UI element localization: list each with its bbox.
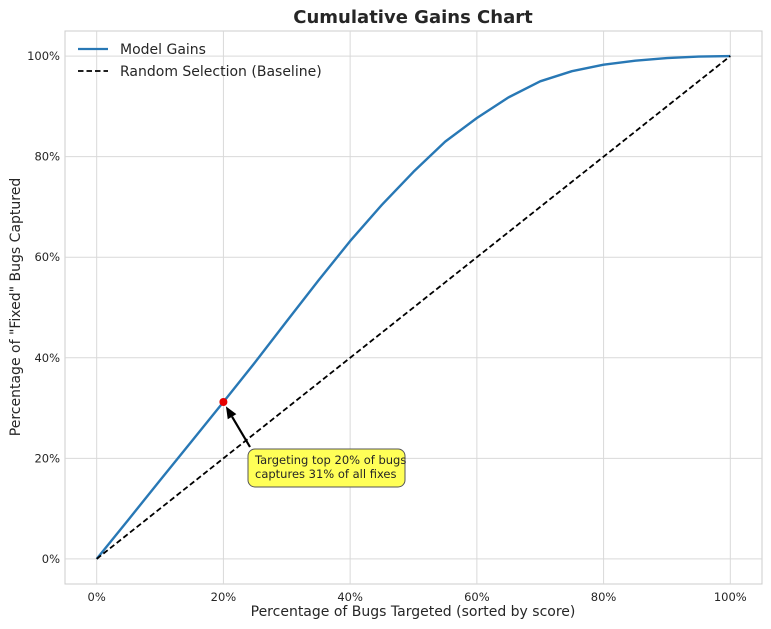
y-gridlines [65,55,762,560]
x-tick-label: 60% [464,590,490,604]
y-tick-label: 0% [42,552,60,566]
x-tick-labels: 0% 20% 40% 60% 80% 100% [88,590,747,604]
y-tick-labels: 0% 20% 40% 60% 80% 100% [27,49,60,566]
highlight-layer [219,398,228,407]
x-tick-label: 0% [88,590,106,604]
annotation-box [247,448,406,488]
baseline-line [96,55,731,560]
model-gains-line [95,54,731,560]
x-axis-label: Percentage of Bugs Targeted (sorted by s… [251,604,576,620]
x-tick-label: 80% [591,590,617,604]
x-tick-label: 20% [211,590,237,604]
annotation-arrow [231,416,251,448]
legend-label-model-gains: Model Gains [120,42,206,58]
annotation-text-line-2: captures 31% of all fixes [255,467,396,481]
y-tick-label: 60% [34,250,60,264]
x-tick-label: 100% [714,590,747,604]
highlight-point [219,398,228,407]
legend-label-baseline: Random Selection (Baseline) [120,64,322,80]
x-tick-label: 40% [337,590,363,604]
y-axis-label: Percentage of "Fixed" Bugs Captured [8,178,24,436]
y-tick-label: 40% [34,351,60,365]
y-tick-label: 80% [34,150,60,164]
annotation: Targeting top 20% of bugs captures 31% o… [225,406,406,488]
annotation-arrowhead [225,406,237,420]
series-layer [95,54,731,560]
y-tick-label: 100% [27,49,60,63]
annotation-text-line-1: Targeting top 20% of bugs [254,453,406,467]
legend: Model Gains Random Selection (Baseline) [78,42,322,80]
chart-title: Cumulative Gains Chart [293,7,533,28]
y-tick-label: 20% [34,451,60,465]
x-gridlines [96,31,731,584]
